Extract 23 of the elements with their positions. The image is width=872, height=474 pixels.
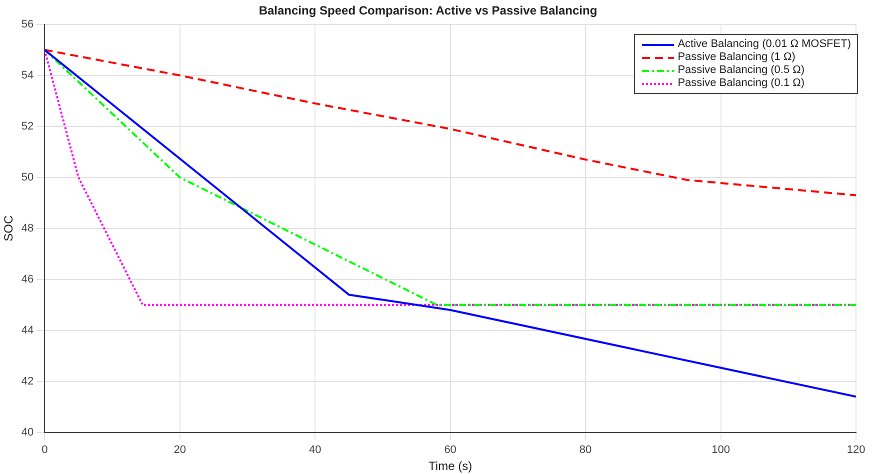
legend-label: Passive Balancing (1 Ω) [678, 51, 796, 64]
y-tick-label: 54 [21, 69, 34, 82]
y-tick-label: 46 [21, 273, 34, 286]
x-tick-label: 120 [846, 444, 866, 456]
x-tick-label: 0 [42, 444, 48, 456]
y-axis-title: SOC [2, 215, 16, 242]
x-tick-label: 80 [579, 444, 592, 456]
y-tick-label: 56 [21, 18, 34, 30]
y-tick-label: 48 [21, 222, 34, 234]
y-tick-label: 44 [21, 324, 34, 336]
x-axis-title: Time (s) [428, 459, 472, 474]
chart-title: Balancing Speed Comparison: Active vs Passive Balancing [258, 4, 598, 18]
x-tick-label: 100 [712, 444, 730, 456]
x-tick-label: 20 [174, 444, 186, 456]
legend-label: Passive Balancing (0.5 Ω) [678, 64, 805, 77]
y-tick-label: 40 [21, 426, 34, 438]
y-tick-label: 50 [21, 171, 34, 184]
y-tick-label: 42 [21, 375, 34, 388]
legend-label: Passive Balancing (0.1 Ω) [678, 77, 805, 90]
y-tick-label: 52 [21, 120, 34, 132]
x-tick-label: 60 [444, 444, 456, 456]
x-tick-label: 40 [308, 444, 322, 456]
legend-label: Active Balancing (0.01 Ω MOSFET) [678, 38, 851, 51]
